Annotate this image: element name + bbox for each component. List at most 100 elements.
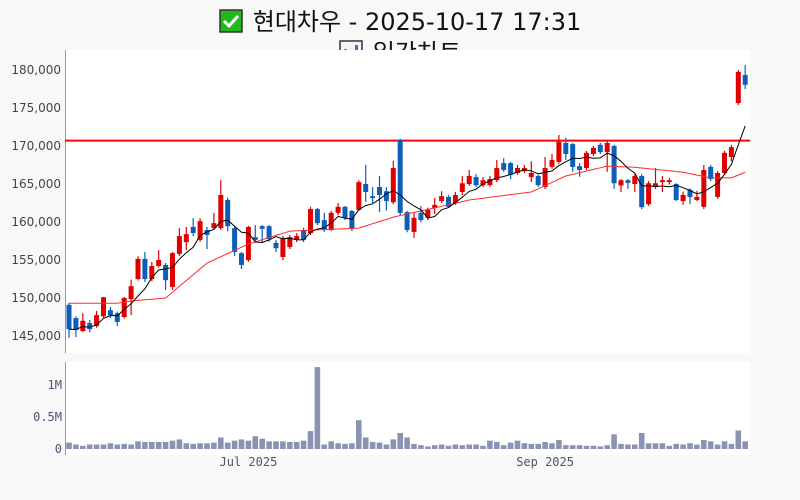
candle-body: [728, 147, 734, 158]
candle-body: [715, 172, 721, 197]
candle-body: [556, 141, 562, 162]
candle: [418, 206, 424, 223]
price-tick-label: 155,000: [11, 253, 61, 267]
candle-body: [87, 323, 93, 330]
candle: [653, 168, 658, 189]
candle-body: [508, 163, 514, 175]
volume-bar: [300, 440, 307, 449]
candle-body: [149, 266, 155, 279]
candle: [528, 161, 534, 183]
candle-body: [170, 253, 175, 287]
candle: [273, 239, 279, 253]
volume-bar: [149, 441, 155, 449]
candle: [728, 144, 734, 162]
candle: [121, 296, 127, 319]
volume-bar: [321, 444, 328, 449]
candle: [163, 263, 169, 291]
volume-bar: [114, 444, 121, 449]
candle: [722, 150, 727, 175]
candle: [680, 191, 686, 205]
candle: [404, 210, 410, 233]
candle-body: [259, 226, 265, 229]
candle-body: [411, 217, 417, 232]
candle-body: [135, 258, 141, 279]
volume-bar: [404, 437, 410, 449]
volume-bar: [293, 441, 300, 449]
volume-bar: [418, 445, 424, 449]
candle: [515, 165, 520, 175]
candle-body: [128, 286, 134, 300]
volume-bar: [369, 441, 376, 449]
candle: [646, 180, 652, 207]
volume-bar: [480, 445, 486, 449]
candle: [439, 191, 445, 203]
volume-bar: [376, 442, 383, 449]
volume-bar: [521, 443, 528, 449]
candle-body: [742, 74, 748, 85]
candle: [480, 177, 486, 188]
candle: [383, 187, 389, 211]
candle: [73, 316, 79, 338]
volume-bar: [645, 443, 652, 449]
volume-bar: [742, 441, 748, 449]
volume-bar: [569, 445, 576, 449]
candle-body: [356, 182, 362, 210]
candle-body: [335, 206, 341, 213]
volume-bar: [590, 445, 597, 449]
volume-bar: [266, 441, 272, 449]
title-text: 현대차우 - 2025-10-17 17:31: [252, 8, 582, 36]
date-tick-label: Jul 2025: [220, 455, 278, 469]
candle: [708, 165, 714, 181]
candle-body: [397, 139, 403, 213]
candle-body: [266, 226, 272, 240]
candle: [432, 198, 438, 215]
candle: [370, 187, 376, 203]
candle: [377, 176, 382, 213]
candle-body: [163, 264, 169, 281]
volume-bar: [638, 433, 645, 449]
candle: [397, 138, 403, 216]
volume-bar: [659, 443, 666, 449]
volume-bar: [252, 436, 259, 449]
volume-bar: [245, 440, 252, 449]
volume-bar: [169, 440, 176, 449]
candle-body: [176, 236, 182, 254]
volume-bar: [80, 445, 86, 449]
candle: [225, 197, 231, 232]
candle-body: [659, 180, 665, 183]
volume-bar: [425, 446, 431, 449]
volume-bar: [625, 444, 631, 449]
volume-tick-label: 1M: [48, 378, 62, 392]
candle-body: [570, 144, 576, 167]
volume-bar: [452, 444, 459, 449]
candle-body: [232, 228, 238, 253]
volume-tick-label: 0: [55, 442, 62, 456]
price-tick-label: 150,000: [11, 291, 61, 305]
candle-body: [618, 180, 624, 186]
volume-bar: [204, 443, 210, 449]
candle: [535, 174, 541, 188]
candle-body: [577, 166, 583, 170]
candle-body: [701, 169, 707, 207]
candle-body: [273, 242, 279, 249]
candle: [715, 171, 721, 199]
price-tick-label: 165,000: [11, 177, 61, 191]
candle-body: [404, 212, 410, 230]
volume-bar: [583, 445, 590, 449]
price-layer: [65, 65, 750, 338]
volume-bar: [549, 443, 555, 449]
candle-body: [101, 297, 106, 317]
volume-bar: [500, 445, 507, 449]
volume-bar: [128, 444, 134, 449]
candle-body: [501, 163, 507, 170]
candle: [466, 169, 472, 186]
candle-body: [446, 196, 451, 207]
volume-bar: [466, 444, 472, 449]
candle-body: [363, 184, 369, 192]
candle: [487, 176, 493, 188]
candle: [349, 209, 355, 232]
candle-body: [494, 168, 500, 181]
volume-bar: [280, 441, 286, 449]
candle: [190, 218, 196, 237]
candle: [742, 65, 748, 89]
